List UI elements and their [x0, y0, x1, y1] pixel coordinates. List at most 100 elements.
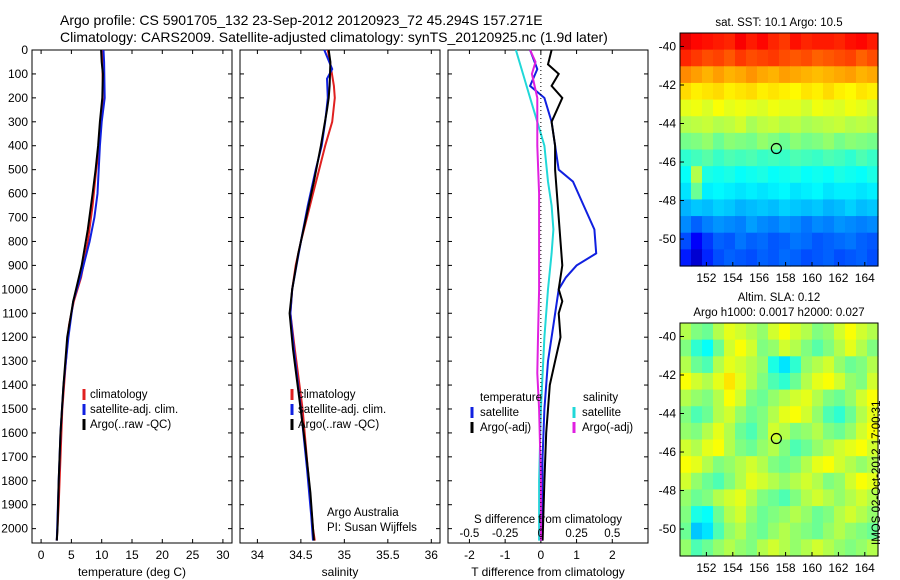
- sla-map-cell: [812, 506, 824, 524]
- legend-label: satellite-adj. clim.: [298, 404, 386, 416]
- sla-map-cell: [746, 406, 758, 424]
- sla-map-cell: [680, 389, 692, 407]
- sla-map-cell: [691, 506, 703, 524]
- sla-map-cell: [801, 522, 813, 540]
- sla-map-cell: [757, 406, 769, 424]
- sst-map-cell: [724, 199, 736, 217]
- sla-map-cell: [702, 323, 714, 341]
- sst-map-cell: [834, 49, 846, 67]
- sla-map-cell: [812, 439, 824, 457]
- sst-map-cell: [746, 99, 758, 117]
- sla-map-cell: [867, 456, 879, 474]
- sst-map-cell: [768, 33, 780, 51]
- depth-tick-label: 1400: [1, 378, 28, 392]
- sla-map-cell: [812, 323, 824, 341]
- sst-map-cell: [834, 82, 846, 101]
- sla-map-lat-label: -46: [659, 445, 677, 459]
- sst-map-cell: [779, 99, 791, 117]
- sla-map-cell: [823, 456, 835, 474]
- sla-map-cell: [801, 356, 813, 374]
- annotation-line: Argo Australia: [327, 507, 399, 519]
- legend-label: satellite: [480, 407, 519, 419]
- climatology-title: Climatology: CARS2009. Satellite-adjuste…: [60, 29, 608, 45]
- sla-map-cell: [823, 439, 835, 457]
- sst-map-cell: [702, 132, 714, 151]
- sla-map-lat-label: -44: [659, 407, 677, 421]
- legend-group-title: temperature: [480, 392, 542, 404]
- sst-map-cell: [680, 33, 692, 51]
- sst-map-cell: [713, 166, 725, 184]
- temperature-xtick-label: 0: [38, 548, 45, 562]
- sst-map-cell: [735, 132, 747, 151]
- depth-tick-label: 0: [21, 43, 28, 57]
- sla-map-lat-label: -50: [659, 522, 677, 536]
- sst-map-cell: [691, 66, 703, 84]
- sst-map-cell: [735, 82, 747, 101]
- sst-map-cell: [867, 249, 879, 267]
- sst-map-cell: [735, 99, 747, 117]
- sst-map-cell: [790, 49, 802, 67]
- sst-map-cell: [724, 82, 736, 101]
- sst-map-cell: [779, 199, 791, 217]
- sla-map-cell: [746, 323, 758, 341]
- sst-map-cell: [746, 132, 758, 151]
- sst-map-cell: [680, 132, 692, 151]
- sla-map-cell: [724, 456, 736, 474]
- sla-map-cell: [867, 339, 879, 357]
- sla-map-cell: [856, 522, 868, 540]
- sst-map-cell: [735, 249, 747, 267]
- sla-map-cell: [779, 472, 791, 491]
- sst-map-cell: [724, 216, 736, 234]
- sst-map-cell: [691, 33, 703, 51]
- legend-label: Argo(..raw -QC): [298, 419, 379, 431]
- sst-map-cell: [823, 166, 835, 184]
- sst-map-cell: [724, 33, 736, 51]
- depth-tick-label: 1600: [1, 426, 28, 440]
- sst-map-cell: [867, 132, 879, 151]
- sla-map-cell: [790, 389, 802, 407]
- sla-map-cell: [856, 472, 868, 491]
- sst-map-cell: [867, 116, 879, 134]
- sla-map-cell: [735, 422, 747, 441]
- sst-map-cell: [768, 99, 780, 117]
- legend-label: climatology: [298, 389, 356, 401]
- sla-map-cell: [746, 389, 758, 407]
- sla-map-cell: [724, 489, 736, 507]
- sst-map-cell: [702, 199, 714, 217]
- sst-map-cell: [724, 149, 736, 167]
- sst-map-cell: [724, 99, 736, 117]
- sla-map-cell: [735, 406, 747, 424]
- sla-map-cell: [801, 439, 813, 457]
- depth-tick-label: 300: [8, 115, 28, 129]
- legend-label: Argo(-adj): [582, 422, 633, 434]
- sla-map-cell: [779, 406, 791, 424]
- sst-map-cell: [735, 33, 747, 51]
- sst-map-cell: [801, 99, 813, 117]
- sla-map-cell: [702, 406, 714, 424]
- sla-map-cell: [702, 422, 714, 441]
- sst-map-cell: [790, 132, 802, 151]
- sla-map-cell: [768, 439, 780, 457]
- sst-map-cell: [856, 166, 868, 184]
- sla-map-cell: [790, 489, 802, 507]
- sla-map-cell: [867, 389, 879, 407]
- sla-map-cell: [790, 406, 802, 424]
- sla-map-cell: [812, 372, 824, 391]
- sst-map-cell: [757, 99, 769, 117]
- sst-map-cell: [768, 232, 780, 250]
- sst-map-cell: [867, 232, 879, 250]
- sla-map-cell: [768, 472, 780, 491]
- sst-map-cell: [735, 166, 747, 184]
- depth-tick-label: 100: [8, 67, 28, 81]
- sla-map-lon-label: 156: [749, 561, 769, 575]
- sla-map-cell: [713, 522, 725, 540]
- sst-map-cell: [746, 49, 758, 67]
- sla-map-cell: [801, 506, 813, 524]
- sst-map-cell: [746, 166, 758, 184]
- sla-map-cell: [801, 456, 813, 474]
- sla-map-cell: [823, 522, 835, 540]
- legend-label: Argo(-adj): [480, 422, 531, 434]
- sst-map-cell: [867, 216, 879, 234]
- sla-map-cell: [867, 356, 879, 374]
- sla-map-cell: [779, 439, 791, 457]
